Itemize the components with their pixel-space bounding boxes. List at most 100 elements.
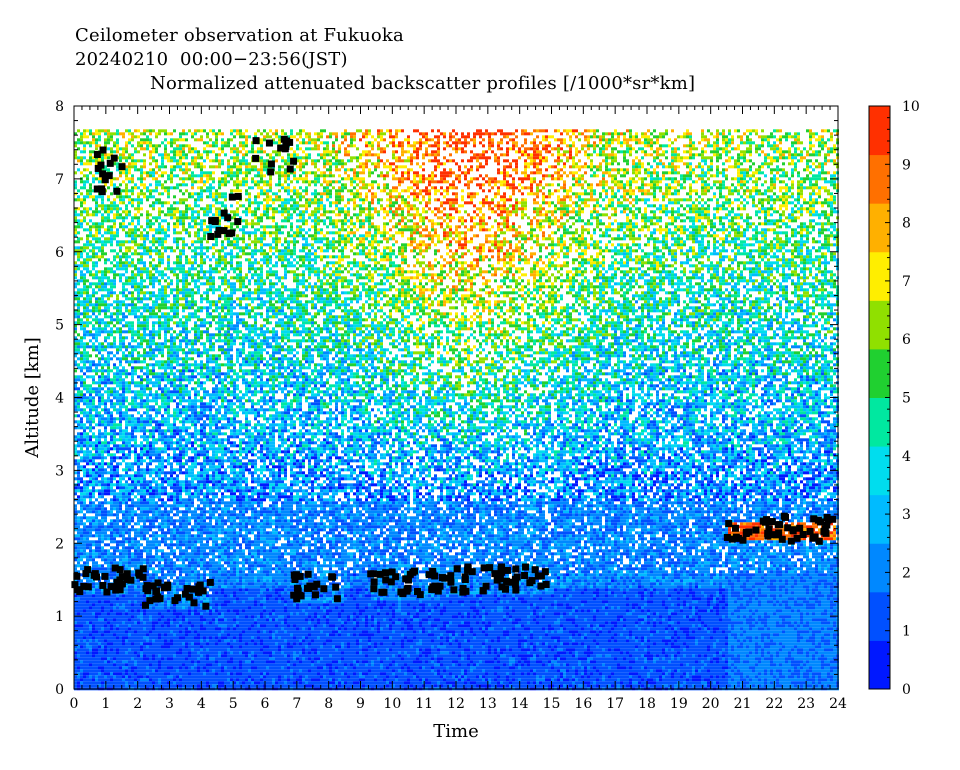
- heatmap-cell: [599, 138, 602, 141]
- heatmap-cell: [386, 144, 389, 147]
- heatmap-cell: [260, 180, 263, 183]
- heatmap-cell: [461, 222, 464, 225]
- heatmap-cell: [290, 228, 293, 231]
- heatmap-cell: [629, 153, 632, 156]
- heatmap-cell: [434, 144, 437, 147]
- heatmap-cell: [620, 168, 623, 171]
- heatmap-cell: [308, 147, 311, 150]
- heatmap-cell: [467, 132, 470, 135]
- heatmap-cell: [269, 189, 272, 192]
- heatmap-cell: [263, 234, 266, 237]
- heatmap-cell: [125, 144, 128, 147]
- heatmap-cell: [617, 201, 620, 204]
- heatmap-cell: [281, 204, 284, 207]
- heatmap-cell: [809, 159, 812, 162]
- heatmap-cell: [407, 171, 410, 174]
- heatmap-cell: [437, 189, 440, 192]
- heatmap-cell: [353, 138, 356, 141]
- heatmap-cell: [308, 132, 311, 135]
- heatmap-cell: [536, 162, 539, 165]
- heatmap-cell: [530, 219, 533, 222]
- heatmap-cell: [488, 180, 491, 183]
- heatmap-cell: [716, 150, 719, 153]
- heatmap-cell: [749, 144, 752, 147]
- heatmap-cell: [611, 177, 614, 180]
- heatmap-cell: [773, 186, 776, 189]
- heatmap-cell: [401, 189, 404, 192]
- heatmap-cell: [749, 159, 752, 162]
- heatmap-cell: [602, 174, 605, 177]
- heatmap-cell: [539, 210, 542, 213]
- heatmap-cell: [197, 204, 200, 207]
- heatmap-cell: [680, 177, 683, 180]
- heatmap-cell: [302, 189, 305, 192]
- heatmap-cell: [368, 228, 371, 231]
- heatmap-cell: [398, 129, 401, 132]
- heatmap-cell: [203, 150, 206, 153]
- heatmap-cell: [557, 225, 560, 228]
- heatmap-cell: [245, 177, 248, 180]
- heatmap-cell: [791, 186, 794, 189]
- heatmap-cell: [704, 207, 707, 210]
- heatmap-cell: [506, 147, 509, 150]
- heatmap-cell: [533, 228, 536, 231]
- heatmap-cell: [629, 135, 632, 138]
- heatmap-cell: [791, 153, 794, 156]
- heatmap-cell: [830, 150, 833, 153]
- heatmap-cell: [692, 216, 695, 219]
- heatmap-cell: [335, 132, 338, 135]
- heatmap-cell: [257, 222, 260, 225]
- heatmap-cell: [170, 150, 173, 153]
- heatmap-cell: [794, 141, 797, 144]
- heatmap-cell: [551, 231, 554, 234]
- heatmap-cell: [641, 219, 644, 222]
- heatmap-cell: [179, 138, 182, 141]
- heatmap-cell: [122, 222, 125, 225]
- heatmap-cell: [389, 165, 392, 168]
- heatmap-cell: [575, 219, 578, 222]
- heatmap-cell: [296, 147, 299, 150]
- heatmap-cell: [371, 180, 374, 183]
- heatmap-cell: [785, 186, 788, 189]
- heatmap-cell: [413, 204, 416, 207]
- heatmap-cell: [284, 132, 287, 135]
- heatmap-cell: [818, 162, 821, 165]
- heatmap-cell: [539, 156, 542, 159]
- heatmap-cell: [683, 207, 686, 210]
- heatmap-cell: [821, 135, 824, 138]
- heatmap-cell: [377, 174, 380, 177]
- heatmap-cell: [536, 222, 539, 225]
- heatmap-cell: [701, 165, 704, 168]
- heatmap-cell: [629, 222, 632, 225]
- heatmap-cell: [542, 135, 545, 138]
- heatmap-cell: [365, 195, 368, 198]
- heatmap-cell: [329, 219, 332, 222]
- heatmap-cell: [692, 144, 695, 147]
- heatmap-cell: [530, 162, 533, 165]
- heatmap-cell: [398, 207, 401, 210]
- heatmap-cell: [812, 189, 815, 192]
- heatmap-cell: [131, 144, 134, 147]
- heatmap-cell: [827, 147, 830, 150]
- heatmap-cell: [371, 195, 374, 198]
- heatmap-cell: [755, 210, 758, 213]
- heatmap-cell: [266, 135, 269, 138]
- heatmap-cell: [149, 162, 152, 165]
- heatmap-cell: [512, 180, 515, 183]
- heatmap-cell: [584, 222, 587, 225]
- heatmap-cell: [263, 162, 266, 165]
- heatmap-cell: [575, 147, 578, 150]
- heatmap-cell: [365, 219, 368, 222]
- heatmap-cell: [77, 213, 80, 216]
- heatmap-cell: [422, 207, 425, 210]
- heatmap-cell: [389, 198, 392, 201]
- heatmap-cell: [494, 183, 497, 186]
- heatmap-cell: [257, 183, 260, 186]
- heatmap-cell: [299, 198, 302, 201]
- heatmap-cell: [224, 177, 227, 180]
- heatmap-cell: [791, 216, 794, 219]
- heatmap-cell: [317, 144, 320, 147]
- heatmap-cell: [443, 180, 446, 183]
- heatmap-cell: [809, 195, 812, 198]
- heatmap-cell: [317, 198, 320, 201]
